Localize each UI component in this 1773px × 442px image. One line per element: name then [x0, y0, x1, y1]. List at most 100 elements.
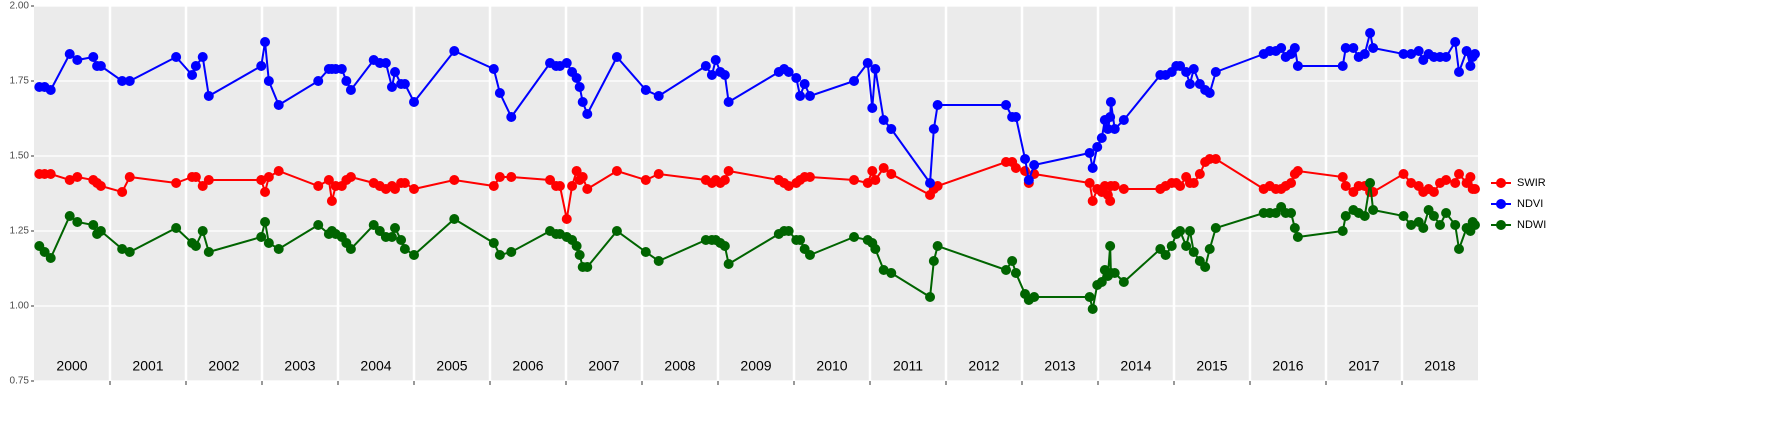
data-point — [574, 250, 585, 260]
data-point — [886, 124, 897, 134]
data-point — [723, 97, 734, 107]
data-point — [1118, 277, 1129, 287]
data-point — [849, 232, 860, 242]
data-point — [399, 79, 410, 89]
data-point — [396, 235, 407, 245]
data-point — [494, 88, 505, 98]
y-tick-label: 2.00 — [10, 1, 30, 12]
data-point — [45, 85, 56, 95]
data-point — [1365, 28, 1376, 38]
data-point — [1188, 178, 1199, 188]
data-point — [1292, 166, 1303, 176]
data-point — [260, 187, 271, 197]
data-point — [45, 253, 56, 263]
data-point — [64, 49, 75, 59]
data-point — [1337, 226, 1348, 236]
data-point — [582, 109, 593, 119]
data-point — [1188, 64, 1199, 74]
year-label: 2017 — [1348, 358, 1379, 374]
data-point — [571, 73, 582, 83]
data-point — [1340, 181, 1351, 191]
data-point — [494, 172, 505, 182]
data-point — [932, 181, 943, 191]
data-point — [323, 175, 334, 185]
data-point — [799, 79, 810, 89]
y-tick-label: 0.75 — [10, 376, 30, 387]
data-point — [1096, 277, 1107, 287]
data-point — [1001, 100, 1012, 110]
year-label: 2003 — [284, 358, 315, 374]
data-point — [804, 91, 815, 101]
data-point — [611, 166, 622, 176]
data-point — [124, 76, 135, 86]
data-point — [1200, 262, 1211, 272]
data-point — [804, 250, 815, 260]
data-point — [1418, 223, 1429, 233]
data-point — [488, 64, 499, 74]
data-point — [190, 61, 201, 71]
data-point — [117, 76, 128, 86]
data-point — [878, 163, 889, 173]
legend-key — [1496, 220, 1506, 230]
data-point — [260, 37, 271, 47]
data-point — [124, 172, 135, 182]
data-point — [571, 166, 582, 176]
data-point — [260, 217, 271, 227]
data-point — [263, 238, 274, 248]
legend-key — [1496, 178, 1506, 188]
data-point — [256, 61, 267, 71]
year-label: 2006 — [512, 358, 543, 374]
data-point — [554, 181, 565, 191]
data-point — [117, 244, 128, 254]
data-point — [723, 259, 734, 269]
data-point — [1096, 133, 1107, 143]
data-point — [928, 256, 939, 266]
data-point — [545, 175, 556, 185]
data-point — [409, 184, 419, 194]
data-point — [1454, 67, 1464, 77]
data-point — [1461, 46, 1472, 56]
data-point — [88, 52, 99, 62]
data-point — [1181, 241, 1192, 251]
data-point — [1118, 184, 1129, 194]
data-point — [1084, 148, 1095, 158]
year-label: 2011 — [893, 358, 923, 374]
data-point — [1092, 142, 1103, 152]
data-point — [582, 184, 593, 194]
y-tick-label: 1.25 — [10, 226, 30, 237]
data-point — [399, 178, 410, 188]
data-point — [313, 181, 324, 191]
data-point — [64, 175, 75, 185]
data-point — [561, 58, 572, 68]
data-point — [197, 226, 208, 236]
data-point — [449, 175, 460, 185]
data-point — [1105, 97, 1116, 107]
legend-label: NDWI — [1517, 219, 1546, 231]
data-point — [380, 58, 391, 68]
data-point — [804, 172, 815, 182]
data-point — [341, 76, 352, 86]
data-point — [203, 91, 214, 101]
data-point — [1441, 208, 1452, 218]
data-point — [190, 172, 201, 182]
data-point — [1109, 268, 1120, 278]
data-point — [494, 250, 505, 260]
legend-label: NDVI — [1517, 198, 1543, 210]
data-point — [1435, 220, 1445, 230]
data-point — [653, 169, 664, 179]
data-point — [1184, 79, 1195, 89]
data-point — [1398, 49, 1409, 59]
data-point — [1289, 43, 1300, 53]
data-point — [849, 175, 860, 185]
data-point — [886, 169, 897, 179]
data-point — [1029, 292, 1040, 302]
data-point — [1204, 88, 1215, 98]
data-point — [862, 178, 873, 188]
data-point — [1087, 196, 1098, 206]
data-point — [1292, 61, 1303, 71]
year-label: 2007 — [588, 358, 619, 374]
data-point — [1175, 61, 1186, 71]
data-point — [1001, 265, 1012, 275]
data-point — [488, 181, 499, 191]
data-point — [326, 196, 337, 206]
